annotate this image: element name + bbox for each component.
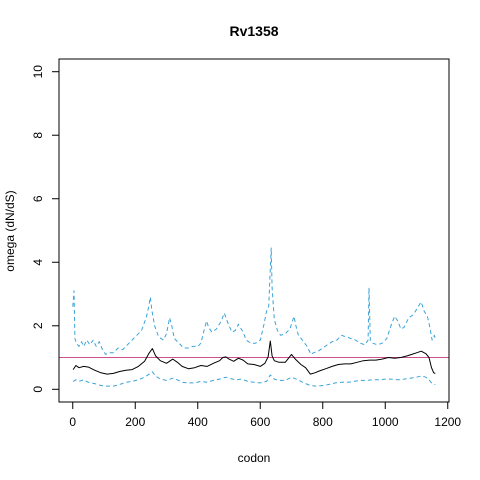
x-tick-label: 0: [69, 415, 76, 429]
series-line-estimate: [72, 340, 436, 375]
axis-ticks: 0 200 400 600 800 1000 1200 0 2 4 6 8 10: [31, 65, 461, 429]
x-tick-label: 400: [188, 415, 208, 429]
x-axis-label: codon: [238, 451, 271, 465]
x-tick-label: 1000: [372, 415, 399, 429]
y-tick-label: 6: [31, 195, 45, 202]
y-tick-label: 0: [31, 386, 45, 393]
series-line-lower-bound: [72, 371, 436, 387]
series-group: [72, 247, 436, 387]
chart-title: Rv1358: [229, 23, 278, 39]
y-tick-label: 2: [31, 322, 45, 329]
y-tick-label: 10: [31, 65, 45, 79]
x-tick-label: 200: [125, 415, 145, 429]
x-tick-label: 800: [313, 415, 333, 429]
series-line-upper-bound: [72, 247, 436, 355]
y-tick-label: 4: [31, 259, 45, 266]
x-tick-label: 600: [250, 415, 270, 429]
y-tick-label: 8: [31, 132, 45, 139]
plot-frame: [58, 58, 450, 403]
x-tick-label: 1200: [434, 415, 461, 429]
y-axis-label: omega (dN/dS): [3, 190, 17, 271]
